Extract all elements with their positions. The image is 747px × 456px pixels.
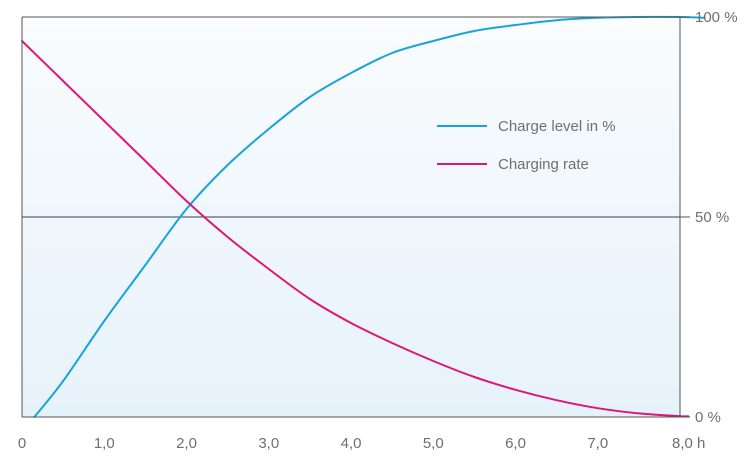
x-tick-label: 4,0 [341,435,362,452]
x-tick-label: 8,0 h [672,435,705,452]
series-charging-rate-line [21,40,690,418]
x-tick-label: 2,0 [176,435,197,452]
x-tick-label: 6,0 [505,435,526,452]
y-tick-label: 50 % [695,209,729,226]
legend-label-charging-rate: Charging rate [498,156,589,173]
x-tick-label: 7,0 [587,435,608,452]
x-tick-label: 3,0 [258,435,279,452]
series-charge-level-line [33,15,706,418]
y-tick-label: 100 % [695,9,738,26]
x-tick-label: 1,0 [94,435,115,452]
legend: Charge level in % Charging rate [437,118,616,173]
y-tick-label: 0 % [695,409,721,426]
legend-label-charge-level: Charge level in % [498,118,616,135]
x-tick-label: 5,0 [423,435,444,452]
x-tick-label: 0 [18,435,26,452]
